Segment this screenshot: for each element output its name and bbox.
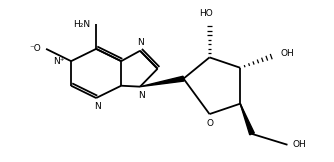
- Text: N⁺: N⁺: [53, 57, 65, 66]
- Text: OH: OH: [280, 49, 294, 58]
- Text: OH: OH: [292, 140, 306, 149]
- Text: N: N: [137, 38, 143, 46]
- Polygon shape: [240, 104, 254, 135]
- Text: O: O: [207, 119, 214, 128]
- Polygon shape: [140, 76, 184, 87]
- Text: ⁻O: ⁻O: [30, 44, 41, 53]
- Text: N: N: [139, 91, 145, 100]
- Text: N: N: [94, 102, 101, 111]
- Text: H₂N: H₂N: [73, 20, 91, 29]
- Text: HO: HO: [199, 9, 213, 18]
